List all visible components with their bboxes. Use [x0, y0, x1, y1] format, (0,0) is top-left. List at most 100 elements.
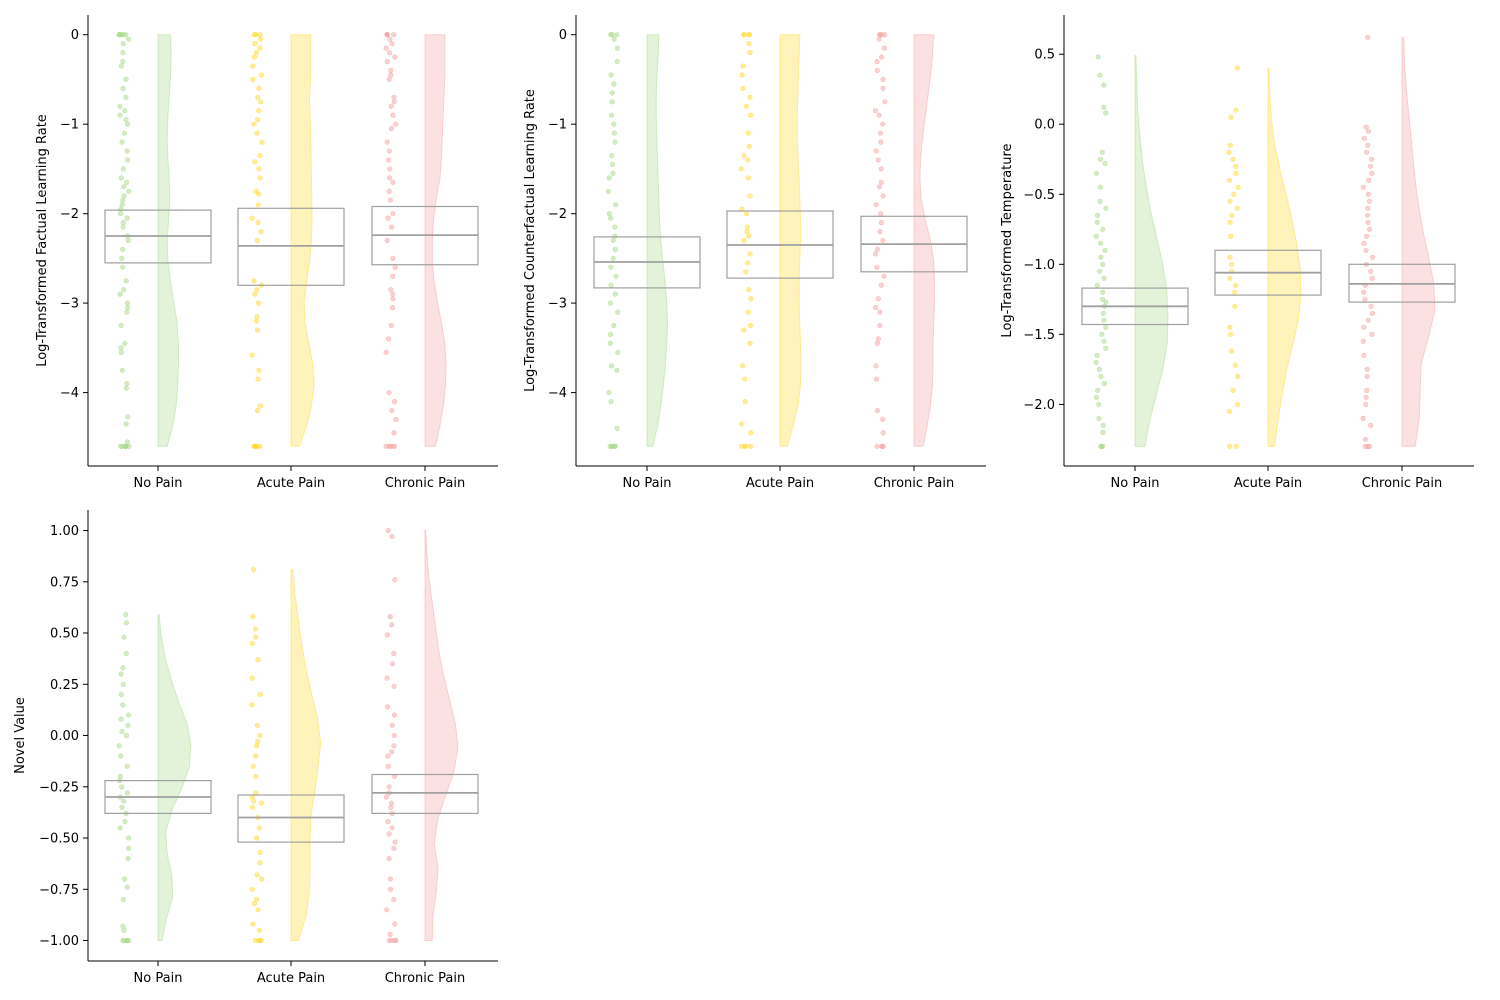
data-point: [253, 634, 259, 640]
data-point: [743, 103, 749, 109]
data-point: [1361, 352, 1367, 359]
data-point: [1098, 373, 1104, 380]
data-point: [882, 99, 888, 105]
data-point: [122, 340, 128, 347]
data-point: [255, 202, 262, 208]
data-point: [389, 224, 395, 230]
data-point: [250, 566, 256, 573]
data-point: [744, 229, 750, 235]
data-point: [389, 305, 396, 311]
data-point: [389, 722, 395, 728]
data-point: [249, 675, 255, 681]
data-point: [1365, 205, 1371, 211]
data-point: [1096, 415, 1102, 422]
data-point: [121, 193, 127, 199]
x-tick-label: No Pain: [623, 476, 672, 491]
data-point: [118, 322, 124, 329]
data-point: [747, 322, 754, 329]
data-point: [1227, 142, 1233, 148]
data-point: [388, 804, 394, 810]
data-point: [1360, 338, 1366, 344]
data-point: [614, 425, 620, 432]
data-point: [606, 175, 612, 181]
data-point: [389, 825, 395, 831]
data-point: [1369, 170, 1375, 176]
data-point: [120, 40, 126, 47]
data-point: [249, 640, 255, 646]
data-point: [1101, 104, 1107, 110]
y-tick-label: −1.00: [39, 934, 79, 949]
data-point: [387, 613, 393, 620]
data-point: [254, 407, 260, 414]
data-point: [123, 117, 129, 123]
data-point: [256, 367, 262, 373]
y-tick-label: 0: [71, 28, 79, 43]
data-point: [388, 322, 394, 329]
data-point: [872, 251, 879, 257]
data-point: [259, 139, 265, 145]
data-point: [123, 94, 129, 100]
data-point: [614, 58, 620, 65]
data-point: [612, 224, 618, 230]
data-point: [254, 314, 260, 320]
data-point: [257, 859, 263, 866]
y-tick-label: −1.5: [1023, 328, 1055, 343]
data-point: [383, 349, 389, 356]
data-point: [386, 855, 392, 862]
data-point: [877, 229, 883, 235]
data-point: [118, 345, 124, 351]
x-tick-label: Acute Pain: [257, 476, 325, 491]
data-point: [255, 738, 261, 745]
data-point: [611, 322, 617, 329]
data-point: [123, 443, 129, 449]
x-tick-label: Chronic Pain: [874, 476, 955, 491]
data-point: [254, 327, 261, 333]
y-tick-label: 0.0: [1034, 118, 1055, 133]
data-point: [124, 300, 130, 306]
data-point: [390, 179, 396, 185]
data-point: [118, 63, 125, 69]
data-point: [1364, 366, 1370, 373]
data-point: [613, 273, 619, 279]
x-tick-label: Acute Pain: [1234, 476, 1302, 491]
data-point: [389, 749, 395, 755]
data-point: [387, 36, 393, 42]
data-point: [391, 94, 397, 100]
data-point: [121, 130, 127, 136]
data-point: [1093, 359, 1099, 366]
data-point: [607, 331, 614, 338]
data-point: [613, 202, 619, 208]
x-tick-label: Chronic Pain: [1362, 476, 1443, 491]
data-point: [124, 309, 130, 315]
y-tick-label: −0.5: [1023, 188, 1055, 203]
data-point: [1097, 156, 1103, 162]
data-point: [608, 399, 614, 405]
data-point: [873, 363, 879, 369]
data-point: [253, 318, 260, 324]
data-point: [388, 126, 395, 132]
data-point: [251, 278, 257, 284]
data-point: [385, 215, 391, 221]
violin-acute-pain: [779, 34, 802, 447]
data-point: [1228, 233, 1234, 239]
data-point: [880, 76, 886, 82]
data-point: [1228, 261, 1235, 267]
data-point: [257, 175, 263, 181]
data-point: [249, 215, 255, 221]
data-point: [255, 220, 261, 226]
data-point: [124, 381, 130, 387]
data-point: [392, 921, 398, 927]
data-point: [250, 63, 256, 69]
data-point: [880, 237, 886, 244]
data-point: [1101, 380, 1108, 387]
data-point: [1102, 247, 1108, 253]
data-point: [257, 403, 264, 409]
data-point: [119, 728, 125, 735]
data-point: [392, 577, 398, 583]
data-point: [386, 76, 392, 82]
data-point: [249, 352, 255, 358]
data-point: [123, 278, 129, 284]
data-point: [1100, 226, 1106, 232]
data-point: [386, 188, 392, 194]
